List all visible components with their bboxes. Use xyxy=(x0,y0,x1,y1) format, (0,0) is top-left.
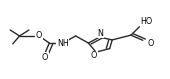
Text: O: O xyxy=(42,53,48,62)
Text: O: O xyxy=(91,51,97,60)
Text: N: N xyxy=(97,29,103,38)
Text: NH: NH xyxy=(57,39,69,48)
Text: O: O xyxy=(36,31,42,40)
Text: O: O xyxy=(147,39,154,48)
Text: HO: HO xyxy=(140,17,152,26)
